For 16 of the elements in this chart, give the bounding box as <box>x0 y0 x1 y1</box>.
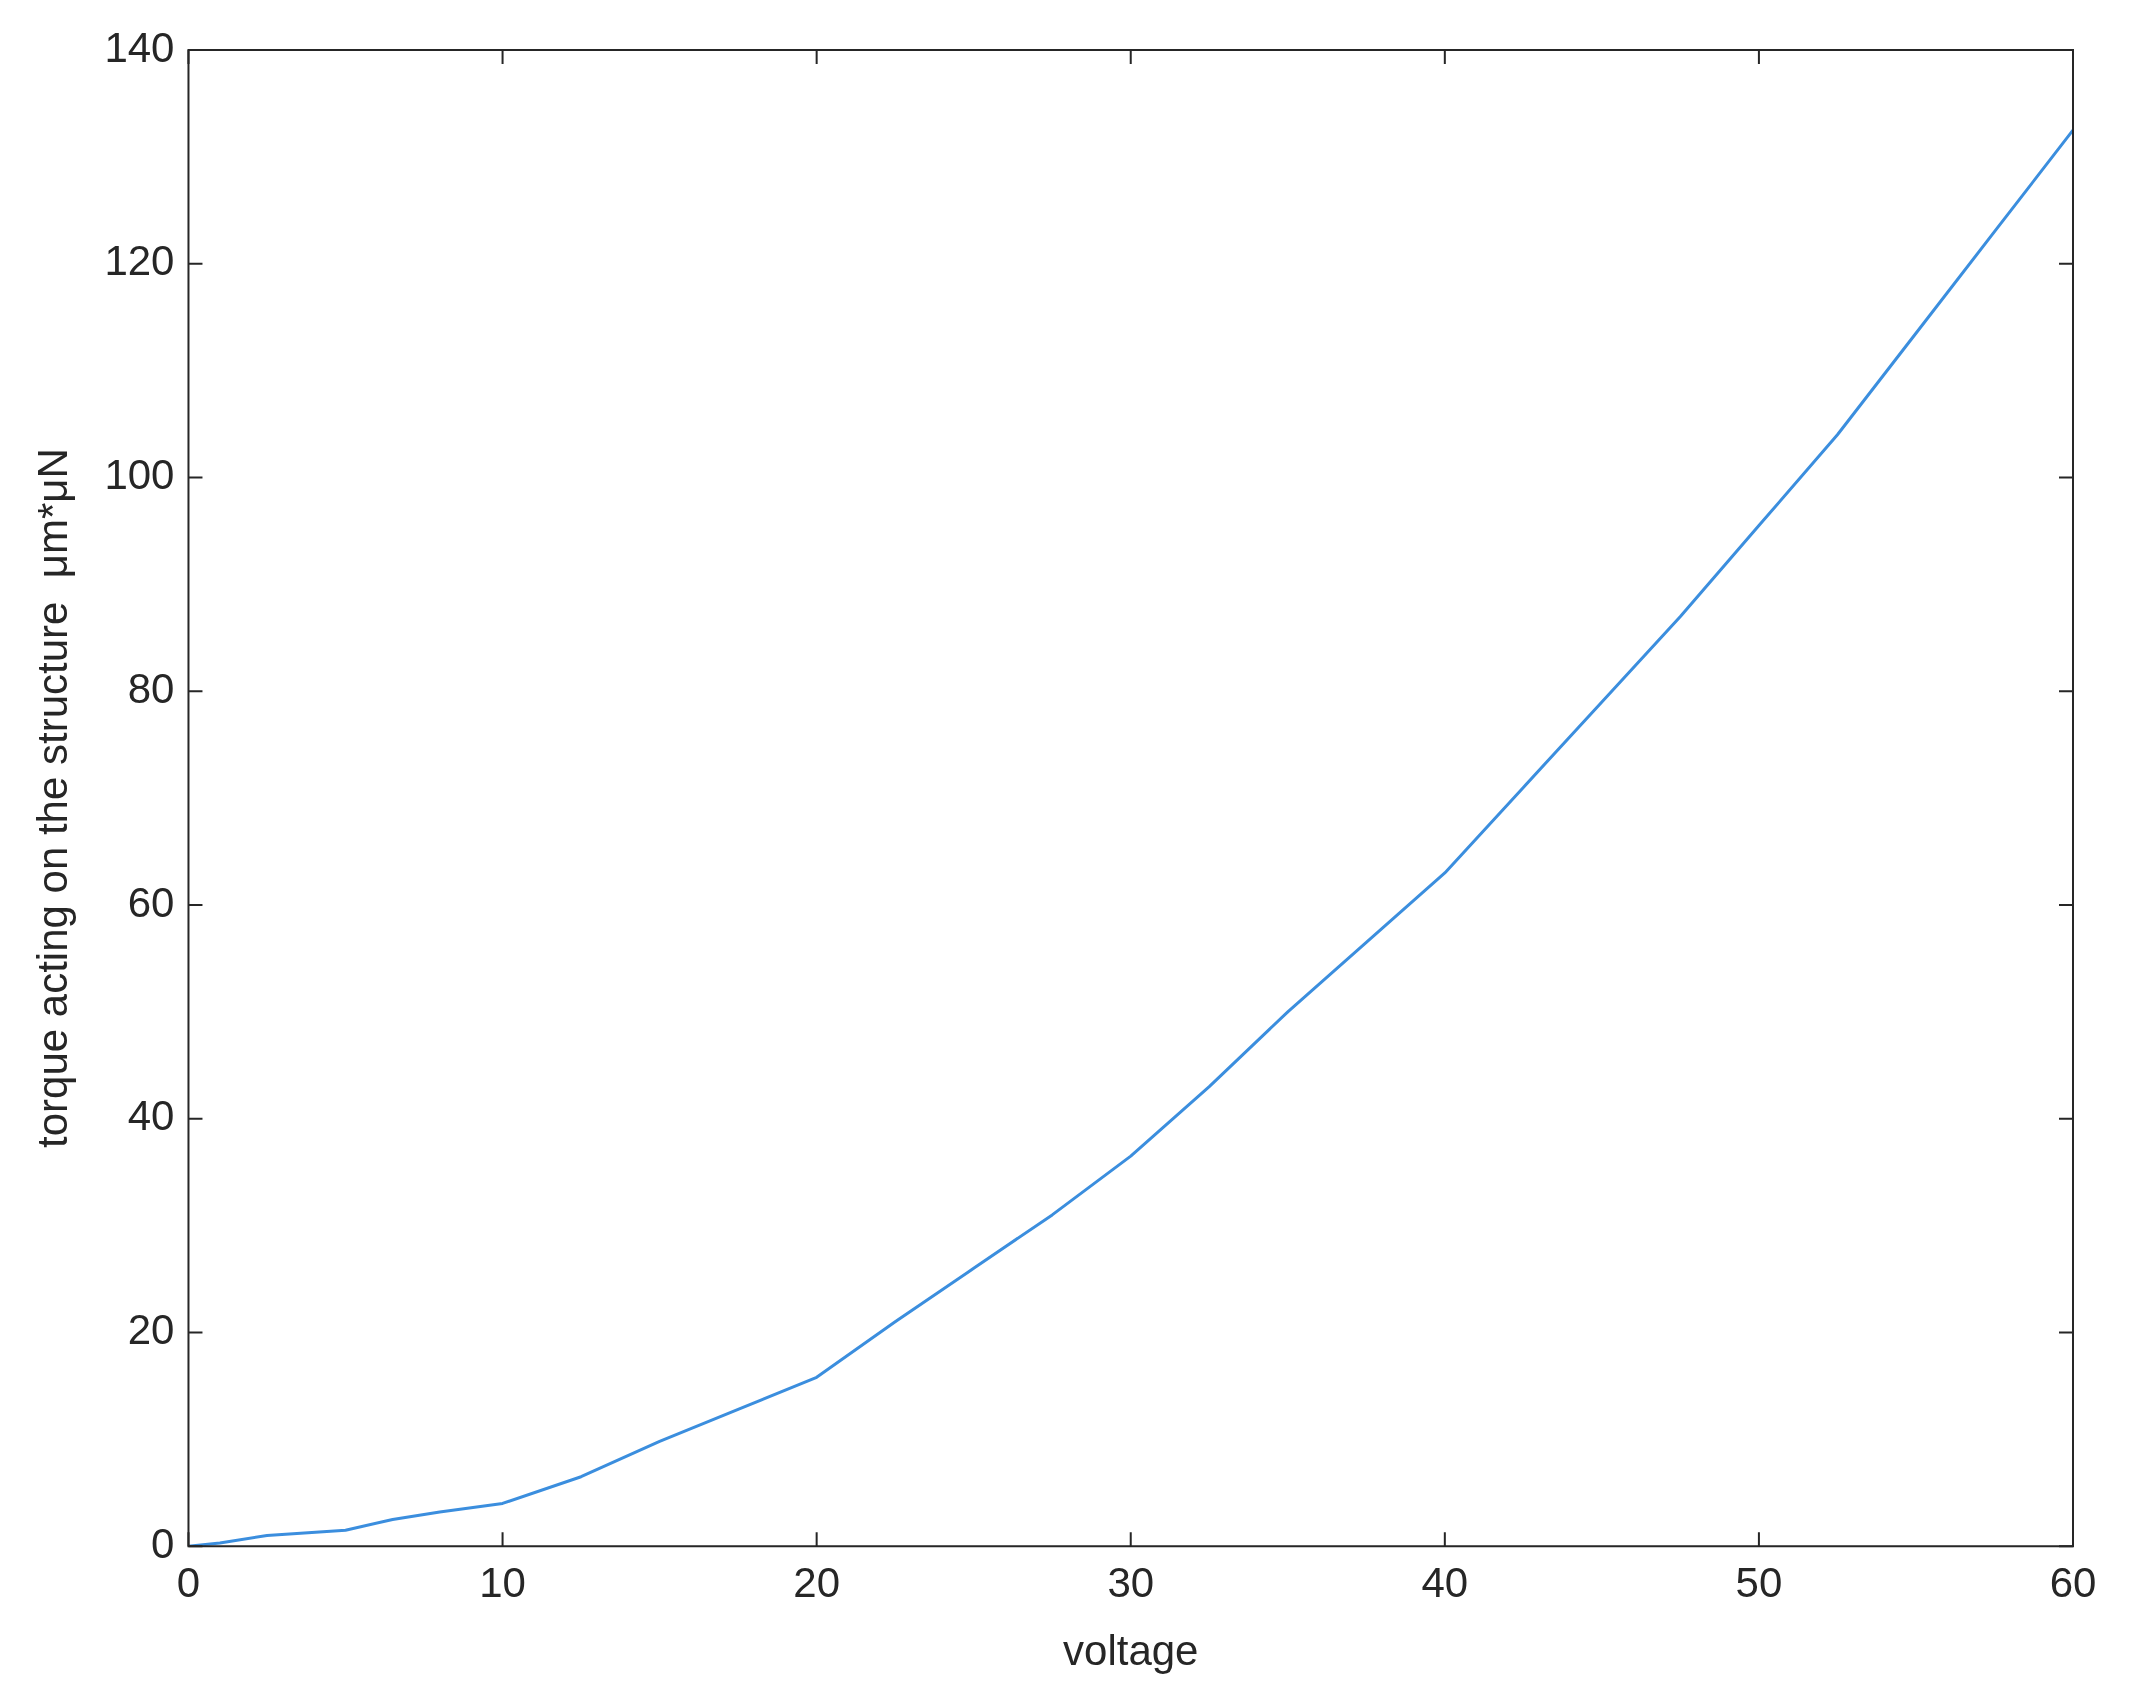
y-tick-label: 0 <box>151 1519 175 1567</box>
y-tick-label: 120 <box>104 237 175 285</box>
y-axis-title: torque acting on the structure μm*μN <box>28 448 76 1148</box>
x-tick-label: 30 <box>1107 1558 1155 1606</box>
x-axis-title: voltage <box>1063 1627 1199 1675</box>
x-tick-label: 60 <box>2049 1558 2097 1606</box>
y-tick-label: 100 <box>104 451 175 499</box>
x-tick-label: 20 <box>793 1558 841 1606</box>
y-tick-label: 20 <box>127 1306 175 1354</box>
x-tick-label: 50 <box>1735 1558 1783 1606</box>
y-tick-label: 80 <box>127 664 175 712</box>
y-tick-label: 40 <box>127 1092 175 1140</box>
y-tick-label: 140 <box>104 23 175 71</box>
x-tick-label: 40 <box>1421 1558 1469 1606</box>
x-tick-label: 10 <box>479 1558 526 1606</box>
y-tick-label: 60 <box>127 878 175 926</box>
